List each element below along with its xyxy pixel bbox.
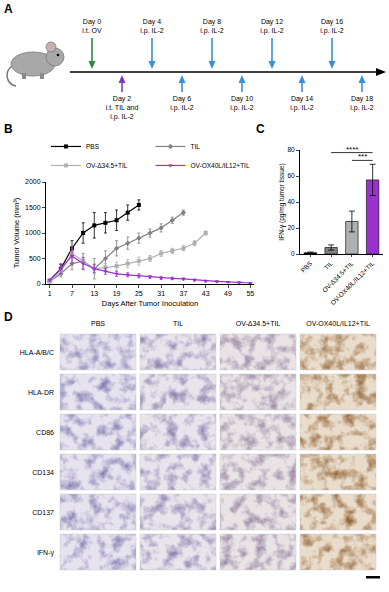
- svg-text:PBS: PBS: [299, 259, 314, 274]
- svg-text:Day 10: Day 10: [231, 95, 253, 103]
- svg-text:CD137: CD137: [32, 509, 54, 516]
- svg-text:Days After Tumor Inoculation: Days After Tumor Inoculation: [102, 299, 198, 308]
- svg-text:43: 43: [202, 290, 210, 297]
- svg-text:PBS: PBS: [91, 320, 105, 327]
- svg-text:i.p. IL-2: i.p. IL-2: [170, 104, 193, 112]
- svg-text:TIL: TIL: [323, 259, 335, 271]
- svg-text:31: 31: [157, 290, 165, 297]
- svg-text:OV-OX40L/IL12+TIL: OV-OX40L/IL12+TIL: [306, 320, 370, 327]
- html-text:C: C: [256, 122, 265, 136]
- svg-text:Day 16: Day 16: [321, 18, 343, 26]
- svg-text:1000: 1000: [25, 229, 41, 236]
- svg-text:55: 55: [246, 290, 254, 297]
- svg-text:i.p. IL-2: i.p. IL-2: [320, 27, 343, 35]
- svg-text:Day 8: Day 8: [203, 18, 221, 26]
- svg-text:Day 2: Day 2: [113, 95, 131, 103]
- svg-text:CD134: CD134: [32, 469, 54, 476]
- svg-text:37: 37: [180, 290, 188, 297]
- svg-text:OV-OX40L/IL12+TIL: OV-OX40L/IL12+TIL: [329, 259, 376, 306]
- svg-text:i.p. IL-2: i.p. IL-2: [110, 113, 133, 121]
- svg-text:CD86: CD86: [36, 429, 54, 436]
- svg-text:OV-OX40L/IL12+TIL: OV-OX40L/IL12+TIL: [190, 162, 249, 169]
- svg-text:****: ****: [346, 145, 358, 154]
- html-text:B: B: [4, 122, 13, 136]
- svg-text:Day 12: Day 12: [261, 18, 283, 26]
- svg-text:49: 49: [224, 290, 232, 297]
- svg-text:IFN-γ (pg/mg tumor tissue): IFN-γ (pg/mg tumor tissue): [278, 163, 286, 240]
- svg-text:7: 7: [70, 290, 74, 297]
- svg-text:i.t. OV: i.t. OV: [82, 27, 102, 34]
- svg-text:OV-Δ34.5+TIL: OV-Δ34.5+TIL: [86, 162, 128, 169]
- svg-text:Day 6: Day 6: [173, 95, 191, 103]
- svg-text:1: 1: [48, 290, 52, 297]
- svg-text:2000: 2000: [25, 178, 41, 185]
- svg-text:19: 19: [113, 290, 121, 297]
- svg-text:Day 4: Day 4: [143, 18, 161, 26]
- svg-text:60: 60: [287, 172, 295, 179]
- svg-text:13: 13: [90, 290, 98, 297]
- html-text:A: A: [4, 2, 13, 16]
- svg-text:Tumor Volume (mm³): Tumor Volume (mm³): [12, 197, 21, 268]
- svg-text:HLA-A/B/C: HLA-A/B/C: [20, 349, 54, 356]
- svg-text:500: 500: [29, 255, 41, 262]
- svg-text:0: 0: [37, 280, 41, 287]
- svg-text:0: 0: [291, 250, 295, 257]
- svg-text:i.p. IL-2: i.p. IL-2: [260, 27, 283, 35]
- svg-text:40: 40: [287, 198, 295, 205]
- svg-text:i.p. IL-2: i.p. IL-2: [200, 27, 223, 35]
- svg-text:i.p. IL-2: i.p. IL-2: [230, 104, 253, 112]
- svg-text:***: ***: [358, 152, 367, 161]
- svg-text:HLA-DR: HLA-DR: [28, 389, 54, 396]
- svg-text:25: 25: [135, 290, 143, 297]
- svg-text:PBS: PBS: [86, 143, 100, 150]
- svg-text:1500: 1500: [25, 204, 41, 211]
- svg-text:80: 80: [287, 146, 295, 153]
- svg-text:i.p. IL-2: i.p. IL-2: [350, 104, 373, 112]
- svg-text:Day 14: Day 14: [291, 95, 313, 103]
- svg-text:Day 0: Day 0: [83, 18, 101, 26]
- svg-text:i.p. IL-2: i.p. IL-2: [290, 104, 313, 112]
- html-text:D: D: [4, 310, 13, 324]
- svg-text:OV-Δ34.5+TIL: OV-Δ34.5+TIL: [236, 320, 281, 327]
- svg-text:OV-Δ34.5+TIL: OV-Δ34.5+TIL: [321, 259, 355, 293]
- svg-text:i.p. IL-2: i.p. IL-2: [140, 27, 163, 35]
- svg-text:i.t. TIL and: i.t. TIL and: [106, 104, 139, 111]
- svg-text:TIL: TIL: [173, 320, 183, 327]
- svg-text:20: 20: [287, 224, 295, 231]
- svg-text:TIL: TIL: [190, 143, 200, 150]
- svg-text:Day 18: Day 18: [351, 95, 373, 103]
- svg-text:IFN-γ: IFN-γ: [37, 549, 55, 557]
